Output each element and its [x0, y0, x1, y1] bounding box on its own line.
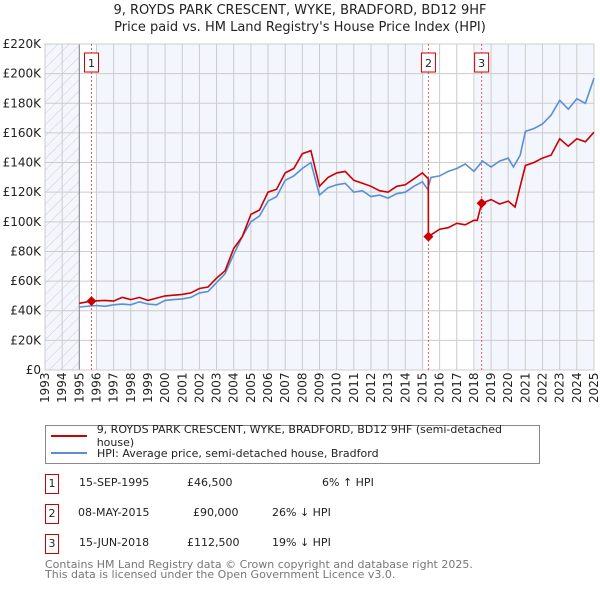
x-tick-label: 2016	[433, 372, 447, 403]
x-tick-label: 2000	[158, 372, 172, 403]
y-tick-label: £220K	[3, 37, 43, 51]
x-tick-label: 2020	[501, 372, 515, 403]
x-tick-label: 2004	[227, 372, 241, 403]
x-tick-label: 1995	[72, 372, 86, 403]
transaction-hpi: 6% ↑ HPI	[322, 476, 374, 489]
transaction-price: £46,500	[187, 476, 233, 489]
x-tick-label: 2022	[536, 372, 550, 403]
y-tick-label: £0	[26, 363, 41, 377]
hpi-line	[79, 77, 595, 308]
sale-point	[86, 296, 97, 307]
x-tick-label: 1996	[89, 372, 103, 403]
transaction-date: 08-MAY-2015	[78, 506, 150, 519]
y-tick-label: £80K	[10, 244, 42, 258]
footer-line-2: This data is licensed under the Open Gov…	[45, 568, 396, 581]
transaction-hpi: 19% ↓ HPI	[272, 536, 331, 549]
x-tick-label: 2010	[330, 372, 344, 403]
x-tick-label: 2021	[518, 372, 532, 403]
x-tick-label: 2002	[192, 372, 206, 403]
y-tick-label: £140K	[3, 156, 43, 170]
chart-legend: 9, ROYDS PARK CRESCENT, WYKE, BRADFORD, …	[45, 423, 540, 464]
sale-label: 1	[88, 57, 95, 70]
sale-label-box	[420, 52, 436, 73]
chart-subtitle: Price paid vs. HM Land Registry's House …	[114, 20, 486, 35]
x-tick-label: 2001	[175, 372, 189, 403]
transaction-price: £112,500	[187, 536, 240, 549]
legend-red-line	[51, 435, 87, 437]
y-tick-label: £180K	[3, 96, 43, 110]
chart-title: 9, ROYDS PARK CRESCENT, WYKE, BRADFORD, …	[113, 3, 487, 18]
y-tick-label: £120K	[3, 185, 43, 199]
x-tick-label: 2006	[261, 372, 275, 403]
x-tick-label: 2014	[398, 372, 412, 403]
x-tick-label: 2023	[553, 372, 567, 403]
x-tick-label: 2015	[415, 372, 429, 403]
sale-label: 2	[425, 57, 432, 70]
x-tick-label: 1999	[141, 372, 155, 403]
sale-label-box	[83, 52, 99, 73]
transaction-marker: 1	[45, 474, 59, 494]
legend-property-label: 9, ROYDS PARK CRESCENT, WYKE, BRADFORD, …	[96, 423, 502, 449]
y-tick-label: £60K	[10, 274, 42, 288]
x-tick-label: 2003	[210, 372, 224, 403]
x-tick-label: 2007	[278, 372, 292, 403]
transaction-price: £90,000	[193, 506, 239, 519]
transaction-date: 15-JUN-2018	[79, 536, 150, 549]
white-band	[424, 44, 475, 370]
x-tick-label: 2009	[313, 372, 327, 403]
x-tick-label: 2017	[450, 372, 464, 403]
legend-item-property: 9, ROYDS PARK CRESCENT, WYKE, BRADFORD, …	[51, 423, 539, 449]
y-tick-label: £160K	[3, 126, 43, 140]
x-tick-label: 2005	[244, 372, 258, 403]
x-tick-label: 2025	[587, 372, 600, 403]
y-tick-label: £20K	[10, 333, 42, 347]
white-band	[79, 44, 97, 370]
plot-border	[44, 43, 595, 371]
sale-label: 3	[478, 57, 485, 70]
x-tick-label: 1993	[38, 372, 52, 403]
x-tick-label: 1998	[124, 372, 138, 403]
legend-blue-line	[51, 452, 87, 454]
x-tick-label: 2018	[467, 372, 481, 403]
y-tick-label: £100K	[3, 215, 43, 229]
sale-label-box	[474, 52, 490, 73]
transaction-date: 15-SEP-1995	[79, 476, 150, 489]
y-tick-label: £200K	[3, 67, 43, 81]
x-tick-label: 2013	[381, 372, 395, 403]
footer-line-1: Contains HM Land Registry data © Crown c…	[45, 558, 473, 571]
transaction-hpi: 26% ↓ HPI	[272, 506, 331, 519]
legend-hpi-label: HPI: Average price, semi-detached house,…	[97, 446, 379, 460]
y-tick-label: £40K	[10, 304, 42, 318]
sale-point	[476, 198, 487, 209]
legend-item-hpi: HPI: Average price, semi-detached house,…	[51, 445, 379, 461]
x-tick-label: 2012	[364, 372, 378, 403]
x-tick-label: 2011	[347, 372, 361, 403]
transaction-marker: 3	[45, 534, 59, 554]
price-chart: 1993 1994 1995 1996 1997 1998 1999 2000 2001 2002…	[3, 37, 600, 403]
sale-point	[423, 231, 434, 242]
property-price-line	[79, 131, 595, 305]
x-tick-label: 1997	[107, 372, 121, 403]
transaction-marker: 2	[45, 504, 59, 524]
x-tick-label: 1994	[55, 372, 69, 403]
x-tick-label: 2019	[484, 372, 498, 403]
x-tick-label: 2008	[295, 372, 309, 403]
x-tick-label: 2024	[570, 372, 584, 403]
footer-attribution: Contains HM Land Registry data © Crown c…	[45, 558, 473, 581]
